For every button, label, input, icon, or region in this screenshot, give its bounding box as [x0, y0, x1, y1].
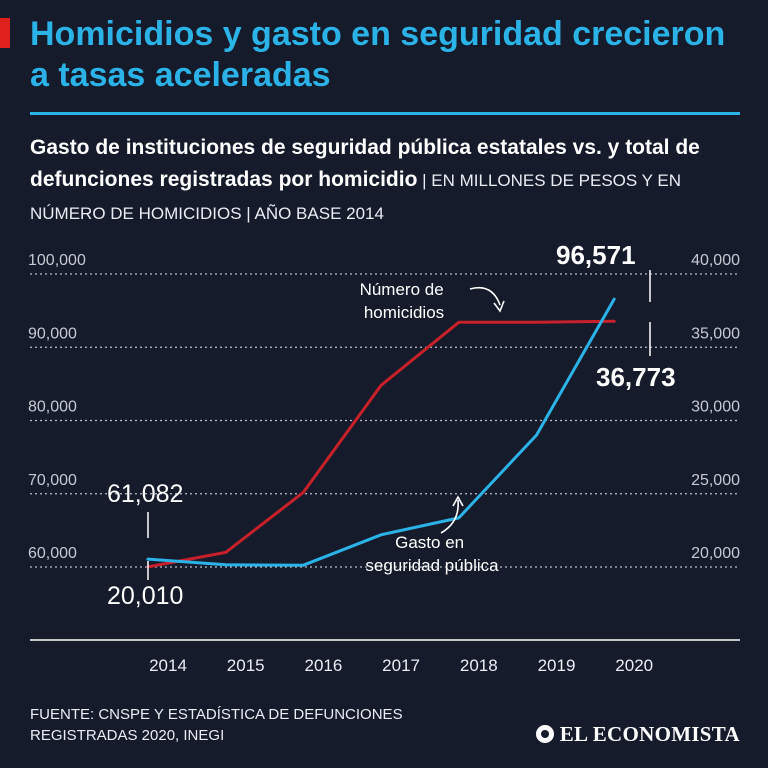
chart-subtitle: Gasto de instituciones de seguridad públ… — [30, 132, 745, 230]
x-tick-label: 2016 — [304, 656, 342, 675]
y-left-tick-label: 80,000 — [28, 399, 77, 416]
chart-title: Homicidios y gasto en seguridad creciero… — [30, 15, 726, 94]
gasto-series-label: Gasto en seguridad pública — [365, 533, 499, 575]
brand-icon — [535, 725, 554, 743]
annotations: 61,082 20,010 96,571 36,773 Número de ho… — [107, 240, 676, 610]
homicidios-start-value: 20,010 — [107, 582, 183, 610]
y-right-tick-label: 20,000 — [691, 545, 740, 562]
homicidios-line — [146, 319, 616, 569]
gasto-label-arrow — [440, 499, 459, 534]
y-right-tick-label: 40,000 — [691, 252, 740, 269]
gasto-label-line1: Gasto en — [395, 533, 464, 552]
homicidios-label-line2: homicidios — [364, 303, 444, 322]
subtitle-units: | EN MILLONES DE PESOS Y EN NÚMERO DE HO… — [30, 171, 682, 223]
x-tick-label: 2018 — [460, 656, 498, 675]
homicidios-series-label: Número de homicidios — [360, 280, 449, 322]
y-left-tick-label: 70,000 — [28, 472, 77, 489]
y-right-tick-label: 30,000 — [691, 399, 740, 416]
homicidios-label-line1: Número de — [360, 280, 444, 299]
title-accent-bar — [0, 18, 10, 48]
y-right-tick-label: 25,000 — [691, 472, 740, 489]
gasto-label-line2: seguridad pública — [365, 556, 499, 575]
subtitle-main: Gasto de instituciones de seguridad públ… — [30, 136, 700, 191]
source-note: FUENTE: CNSPE Y ESTADÍSTICA DE DEFUNCION… — [30, 706, 403, 744]
brand-logo: EL ECONOMISTA — [535, 722, 740, 747]
x-tick-label: 2017 — [382, 656, 420, 675]
x-tick-label: 2020 — [615, 656, 653, 675]
gasto-line — [146, 297, 616, 567]
title-divider — [30, 112, 740, 115]
gasto-arrowhead — [452, 495, 464, 507]
series-lines — [146, 297, 616, 569]
x-tick-label: 2014 — [149, 656, 187, 675]
axis-ticks: 100,000 40,000 90,000 35,000 80,000 30,000 70,… — [28, 252, 740, 675]
homicidios-end-value: 36,773 — [596, 362, 676, 392]
brand-name: EL ECONOMISTA — [559, 722, 740, 746]
gasto-start-value: 61,082 — [107, 480, 183, 508]
y-left-tick-label: 60,000 — [28, 545, 77, 562]
homicidios-label-arrow — [469, 286, 501, 306]
y-left-tick-label: 90,000 — [28, 325, 77, 342]
homicidios-arrowhead — [493, 300, 505, 313]
gasto-end-value: 96,571 — [556, 240, 636, 270]
y-right-tick-label: 35,000 — [691, 325, 740, 342]
gridlines — [30, 273, 740, 568]
y-left-tick-label: 100,000 — [28, 252, 86, 269]
x-tick-label: 2015 — [227, 656, 265, 675]
x-tick-label: 2019 — [538, 656, 576, 675]
